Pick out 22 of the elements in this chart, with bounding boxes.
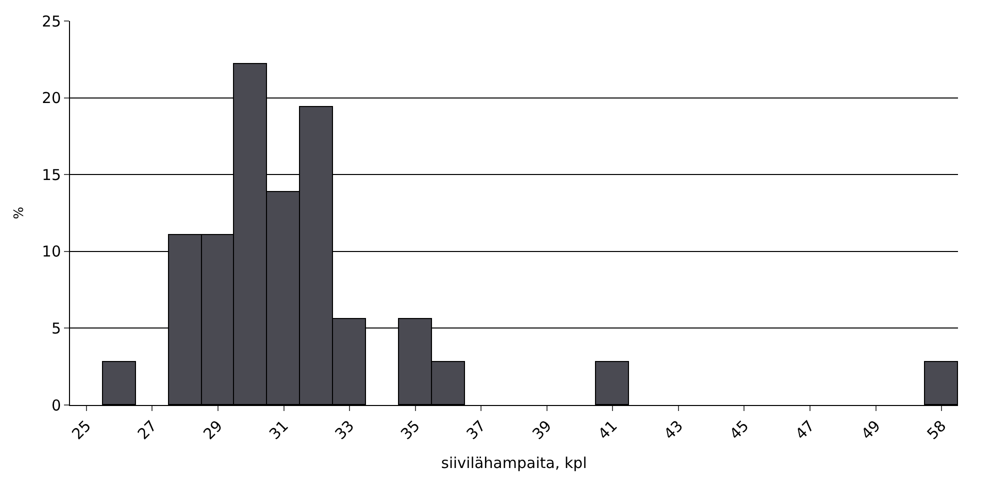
x-tick-label: 49 xyxy=(858,416,884,444)
x-tick-label: 33 xyxy=(331,416,358,444)
y-tick-label: 10 xyxy=(42,242,61,261)
y-axis-title: % xyxy=(12,206,27,220)
x-tick-label: 35 xyxy=(397,416,424,444)
y-tick-label: 15 xyxy=(42,166,61,184)
y-tick-label: 0 xyxy=(51,396,61,414)
x-tick-label: 41 xyxy=(594,416,621,444)
y-tick-label: 20 xyxy=(42,89,61,108)
x-tick-label: 31 xyxy=(266,416,292,444)
y-tick-label: 25 xyxy=(42,12,61,30)
x-tick-label: 43 xyxy=(660,416,687,444)
x-tick-label: 39 xyxy=(528,416,556,444)
x-axis-title: siivilähampaita, kpl xyxy=(441,454,587,472)
x-tick-label: 25 xyxy=(68,416,95,444)
x-tick-label: 27 xyxy=(134,416,160,444)
x-tick-label: 47 xyxy=(792,416,818,444)
y-tick-label: 5 xyxy=(51,319,61,338)
x-tick-label: 37 xyxy=(463,416,490,444)
x-tick-label: 45 xyxy=(726,416,752,444)
x-tick-label: 29 xyxy=(200,416,226,444)
x-tick-label: 58 xyxy=(923,416,950,444)
